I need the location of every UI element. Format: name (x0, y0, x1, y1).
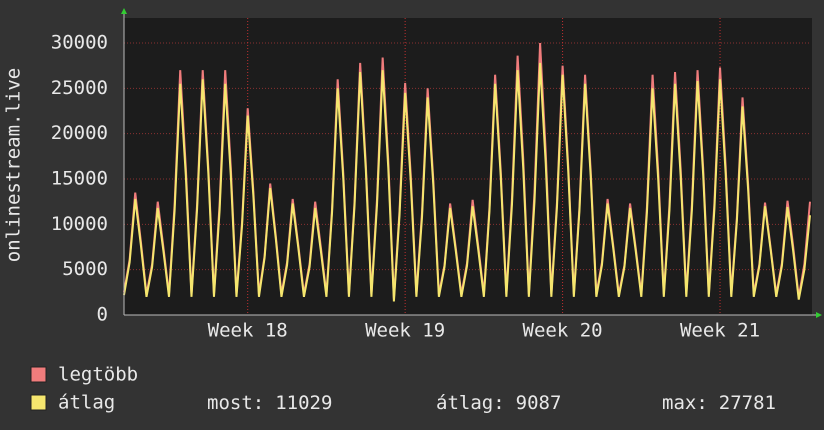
y-tick-label: 5000 (62, 258, 108, 280)
x-tick-label: Week 21 (680, 320, 760, 342)
y-tick-label: 0 (97, 304, 108, 326)
y-tick-label: 15000 (51, 168, 108, 190)
y-tick-label: 25000 (51, 77, 108, 99)
x-tick-label: Week 18 (208, 320, 288, 342)
plot-area (124, 18, 812, 315)
legend-stat: átlag: 9087 (436, 392, 561, 414)
stat-label: átlag: (436, 392, 505, 414)
legend-swatch (30, 394, 47, 411)
y-tick-label: 30000 (51, 32, 108, 54)
series-line (123, 62, 811, 302)
stat-value: 9087 (516, 392, 562, 414)
legend-stat: max: 27781 (662, 392, 776, 414)
x-tick-label: Week 20 (523, 320, 603, 342)
stat-label: max: (662, 392, 708, 414)
legend-swatch (30, 366, 47, 383)
stat-label: most: (207, 392, 264, 414)
stat-value: 11029 (275, 392, 332, 414)
y-tick-label: 10000 (51, 213, 108, 235)
legend-stat: most: 11029 (207, 392, 332, 414)
axis-arrow (121, 8, 127, 14)
legend-label: legtöbb (58, 364, 138, 386)
legend-label: átlag (58, 392, 115, 414)
axis-arrow (816, 312, 822, 318)
x-tick-label: Week 19 (365, 320, 445, 342)
stat-value: 27781 (719, 392, 776, 414)
y-tick-label: 20000 (51, 122, 108, 144)
y-axis-label: onlinestream.live (3, 68, 25, 262)
